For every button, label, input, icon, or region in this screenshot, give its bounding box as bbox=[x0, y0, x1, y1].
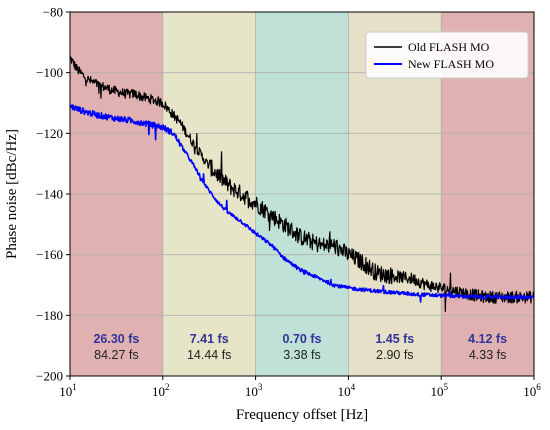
y-tick-label-5: −180 bbox=[36, 308, 63, 323]
x-tick-label-4: 105 bbox=[430, 382, 448, 399]
x-tick-label-5: 106 bbox=[523, 382, 541, 399]
x-tick-label-1: 102 bbox=[152, 382, 170, 399]
y-tick-label-2: −120 bbox=[36, 126, 63, 141]
jitter-new-3: 1.45 fs bbox=[375, 332, 414, 346]
y-tick-label-0: −80 bbox=[43, 5, 63, 20]
y-axis-title: Phase noise [dBc/Hz] bbox=[4, 129, 20, 259]
jitter-new-1: 7.41 fs bbox=[190, 332, 229, 346]
series-line-1 bbox=[69, 104, 535, 303]
series-lines bbox=[69, 55, 535, 312]
jitter-new-4: 4.12 fs bbox=[468, 332, 507, 346]
jitter-labels: 26.30 fs 84.27 fs 7.41 fs 14.44 fs 0.70 fs 3.… bbox=[93, 332, 507, 362]
legend-label-new: New FLASH MO bbox=[408, 57, 494, 71]
y-tick-label-4: −160 bbox=[36, 247, 63, 262]
jitter-old-1: 14.44 fs bbox=[187, 348, 231, 362]
jitter-new-2: 0.70 fs bbox=[283, 332, 322, 346]
y-tick-label-1: −100 bbox=[36, 65, 63, 80]
jitter-old-4: 4.33 fs bbox=[469, 348, 507, 362]
legend: Old FLASH MO New FLASH MO bbox=[365, 31, 529, 79]
x-tick-label-3: 104 bbox=[338, 382, 356, 399]
y-tick-label-3: −140 bbox=[36, 187, 63, 202]
legend-box bbox=[365, 31, 529, 79]
x-axis-title: Frequency offset [Hz] bbox=[236, 407, 368, 423]
y-tick-label-6: −200 bbox=[36, 369, 63, 384]
jitter-old-3: 2.90 fs bbox=[376, 348, 414, 362]
jitter-old-0: 84.27 fs bbox=[94, 348, 138, 362]
jitter-old-2: 3.38 fs bbox=[283, 348, 321, 362]
x-tick-label-0: 101 bbox=[59, 382, 77, 399]
jitter-new-0: 26.30 fs bbox=[93, 332, 139, 346]
x-tick-label-2: 103 bbox=[245, 382, 263, 399]
legend-label-old: Old FLASH MO bbox=[408, 40, 490, 54]
